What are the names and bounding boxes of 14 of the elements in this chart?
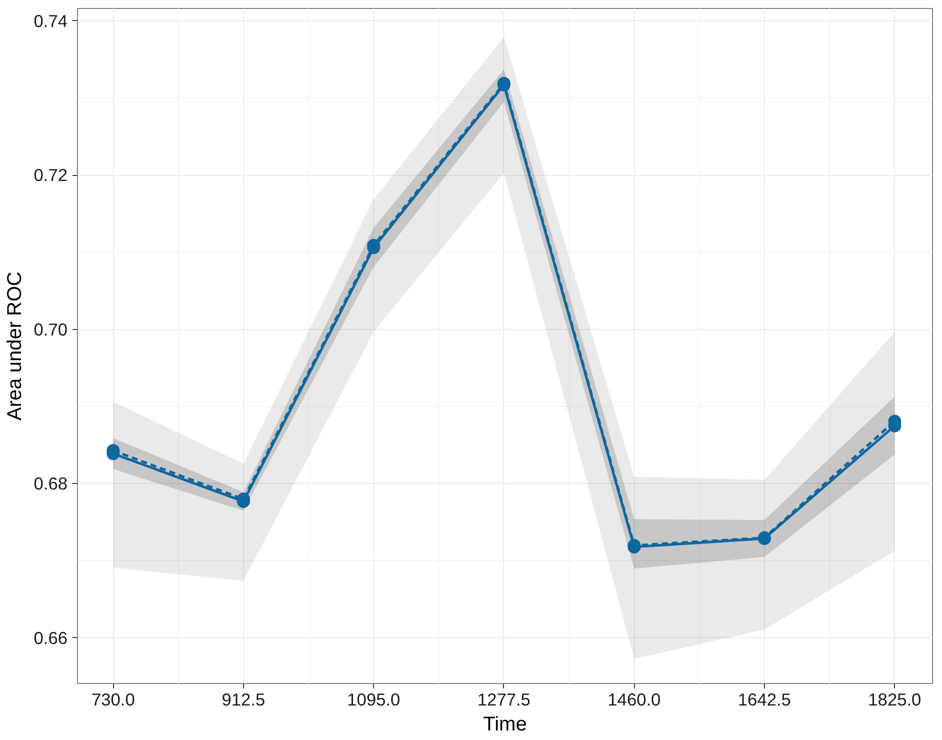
x-tick-label: 1642.5 [738, 690, 791, 710]
y-tick-label: 0.72 [34, 165, 68, 186]
y-tick-label: 0.66 [34, 628, 68, 648]
y-tick-label: 0.70 [34, 319, 68, 340]
y-axis-title: Area under ROC [4, 272, 26, 420]
x-tick-label: 730.0 [92, 690, 135, 710]
y-tick-label: 0.74 [34, 10, 68, 31]
x-tick-label: 912.5 [222, 690, 266, 710]
x-tick-label: 1095.0 [347, 690, 400, 710]
x-tick-label: 1277.5 [477, 690, 530, 710]
y-tick-label: 0.68 [34, 474, 68, 494]
x-axis-title: Time [483, 714, 527, 736]
x-tick-label: 1460.0 [608, 690, 661, 710]
x-tick-label: 1825.0 [868, 690, 922, 710]
